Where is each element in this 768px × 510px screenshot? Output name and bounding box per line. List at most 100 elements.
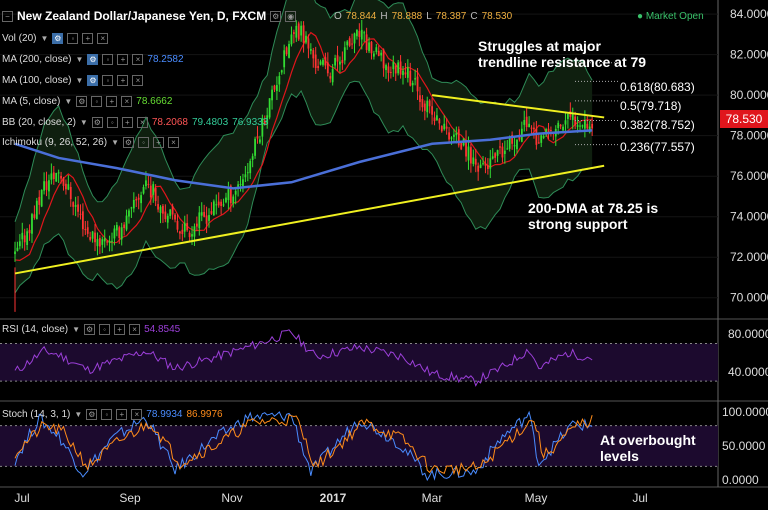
candle-body <box>62 177 65 186</box>
candle-body <box>118 227 121 239</box>
bollinger-band-fill <box>15 0 593 294</box>
chevron-down-icon[interactable]: ▼ <box>75 76 84 85</box>
candle-body <box>125 215 128 230</box>
candle-body <box>18 241 21 247</box>
x-tick-label: Jul <box>632 491 647 505</box>
candle-body <box>268 98 271 118</box>
chevron-down-icon[interactable]: ▼ <box>40 34 49 43</box>
settings-icon[interactable]: ⚙ <box>122 137 134 148</box>
candle-body <box>183 222 186 232</box>
chevron-down-icon[interactable]: ▼ <box>79 118 88 127</box>
indicator-ma5-label[interactable]: MA (5, close) <box>2 96 61 107</box>
rsi-pane[interactable] <box>0 329 718 387</box>
candle-body <box>576 125 579 127</box>
stoch-k-value: 78.9934 <box>146 409 183 420</box>
candle-body <box>74 204 77 207</box>
hide-icon[interactable]: ◦ <box>102 54 114 65</box>
hide-icon[interactable]: ◦ <box>106 117 118 128</box>
candle-body <box>52 172 55 179</box>
close-icon[interactable]: × <box>132 75 144 86</box>
add-icon[interactable]: + <box>116 409 128 420</box>
chevron-down-icon[interactable]: ▼ <box>75 55 84 64</box>
candle-body <box>426 100 429 113</box>
candle-body <box>123 224 126 229</box>
rsi-legend: RSI (14, close) ▼ ⚙ ◦ + × 54.8545 <box>2 324 180 335</box>
eye-icon[interactable]: ◉ <box>285 10 297 22</box>
candle-body <box>271 89 273 101</box>
candle-body <box>278 76 281 85</box>
indicator-bb-label[interactable]: BB (20, close, 2) <box>2 117 76 128</box>
candle-body <box>295 25 298 38</box>
candle-body <box>385 65 387 71</box>
candle-body <box>191 234 193 237</box>
candle-body <box>276 85 278 91</box>
chevron-down-icon[interactable]: ▼ <box>111 138 119 147</box>
fib-0618-label: 0.618(80.683) <box>620 80 695 94</box>
chevron-down-icon[interactable]: ▼ <box>74 410 83 419</box>
hide-icon[interactable]: ◦ <box>101 409 113 420</box>
candle-body <box>356 29 358 37</box>
hide-icon[interactable]: ◦ <box>99 324 111 335</box>
close-icon[interactable]: × <box>132 54 144 65</box>
candle-body <box>581 125 584 127</box>
candle-body <box>57 172 60 174</box>
hide-icon[interactable]: ◦ <box>137 137 149 148</box>
candle-body <box>159 206 162 214</box>
add-icon[interactable]: + <box>117 54 129 65</box>
indicator-vol-label[interactable]: Vol (20) <box>2 33 37 44</box>
close-icon[interactable]: × <box>121 96 133 107</box>
indicator-ichimoku-label[interactable]: Ichimoku (9, 26, 52, 26) <box>2 137 108 148</box>
candle-body <box>399 61 402 75</box>
candle-body <box>436 115 438 121</box>
stoch-label[interactable]: Stoch (14, 3, 1) <box>2 409 71 420</box>
stoch-pane[interactable] <box>0 410 718 482</box>
hide-icon[interactable]: ◦ <box>67 33 79 44</box>
add-icon[interactable]: + <box>121 117 133 128</box>
settings-icon[interactable]: ⚙ <box>76 96 88 107</box>
candle-body <box>423 103 426 111</box>
candle-body <box>397 62 400 74</box>
hide-icon[interactable]: ◦ <box>102 75 114 86</box>
candle-body <box>94 232 96 243</box>
settings-icon[interactable]: ⚙ <box>270 10 282 22</box>
candle-body <box>489 158 492 169</box>
hide-icon[interactable]: ◦ <box>91 96 103 107</box>
candle-body <box>460 141 463 150</box>
collapse-icon[interactable]: − <box>2 10 13 22</box>
low-label: L <box>426 11 432 22</box>
settings-icon[interactable]: ⚙ <box>52 33 64 44</box>
rsi-band-fill <box>0 343 718 382</box>
rsi-label[interactable]: RSI (14, close) <box>2 324 69 335</box>
current-price-tag: 78.530 <box>720 110 768 128</box>
close-icon[interactable]: × <box>136 117 148 128</box>
close-label: C <box>470 11 478 22</box>
chevron-down-icon[interactable]: ▼ <box>64 97 73 106</box>
candle-body <box>256 136 259 139</box>
candle-body <box>528 123 530 128</box>
stoch-tick-label: 100.0000 <box>722 405 768 419</box>
settings-icon[interactable]: ⚙ <box>84 324 96 335</box>
candle-body <box>55 172 58 182</box>
close-icon[interactable]: × <box>129 324 141 335</box>
indicator-ma200-label[interactable]: MA (200, close) <box>2 54 72 65</box>
chevron-down-icon[interactable]: ▼ <box>72 325 81 334</box>
settings-icon[interactable]: ⚙ <box>87 54 99 65</box>
add-icon[interactable]: + <box>106 96 118 107</box>
close-icon[interactable]: × <box>97 33 109 44</box>
settings-icon[interactable]: ⚙ <box>86 409 98 420</box>
candle-body <box>317 65 320 69</box>
close-icon[interactable]: × <box>167 137 179 148</box>
add-icon[interactable]: + <box>152 137 164 148</box>
candle-body <box>86 227 89 234</box>
add-icon[interactable]: + <box>114 324 126 335</box>
close-icon[interactable]: × <box>131 409 143 420</box>
settings-icon[interactable]: ⚙ <box>91 117 103 128</box>
add-icon[interactable]: + <box>82 33 94 44</box>
add-icon[interactable]: + <box>117 75 129 86</box>
settings-icon[interactable]: ⚙ <box>87 75 99 86</box>
candle-body <box>494 153 497 158</box>
indicator-ma100-label[interactable]: MA (100, close) <box>2 75 72 86</box>
price-pane[interactable] <box>14 0 620 312</box>
candle-body <box>540 135 543 143</box>
